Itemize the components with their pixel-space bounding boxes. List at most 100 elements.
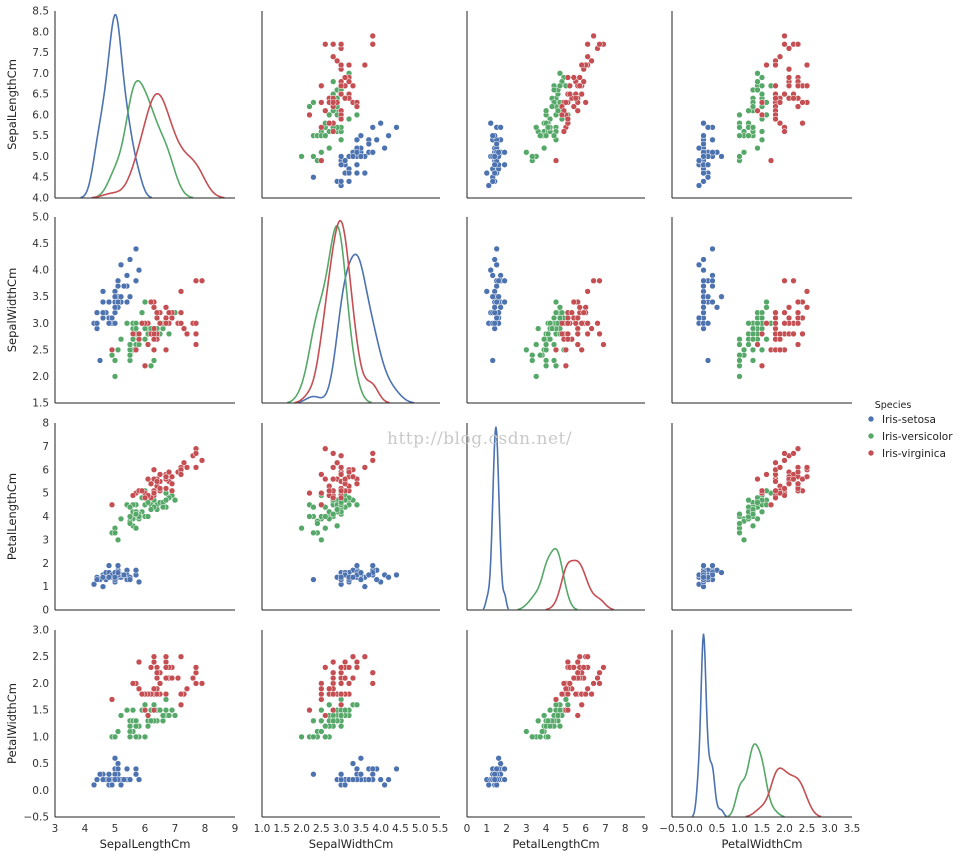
- point-iris-virginica-49: [337, 115, 345, 123]
- point-iris-setosa-14: [135, 578, 143, 586]
- point-iris-versicolor-49: [330, 511, 337, 518]
- point-iris-virginica-44: [576, 304, 583, 311]
- point-iris-virginica-32: [574, 669, 581, 676]
- ytick-label-PetalLengthCm-2: 2: [42, 558, 49, 570]
- point-iris-virginica-32: [153, 669, 161, 676]
- point-iris-setosa-31: [493, 765, 500, 773]
- point-iris-setosa-44: [501, 765, 508, 773]
- point-iris-setosa-24: [501, 298, 508, 306]
- point-iris-versicolor-31: [126, 520, 134, 527]
- point-iris-setosa-45: [105, 771, 113, 778]
- point-iris-setosa-48: [700, 140, 707, 148]
- point-iris-virginica-22: [330, 680, 337, 687]
- point-iris-versicolor-28: [758, 325, 766, 332]
- point-iris-virginica-9: [803, 464, 811, 471]
- point-iris-versicolor-9: [117, 515, 125, 522]
- point-iris-versicolor-40: [126, 341, 134, 348]
- ytick-label-SepalWidthCm-5: 4.0: [32, 265, 49, 277]
- point-iris-versicolor-18: [306, 103, 313, 110]
- point-iris-virginica-33: [330, 99, 337, 106]
- point-iris-virginica-43: [580, 309, 587, 316]
- point-iris-setosa-31: [123, 298, 131, 306]
- point-iris-setosa-42: [345, 178, 353, 185]
- point-iris-virginica-2: [785, 66, 793, 73]
- point-iris-setosa-22: [361, 169, 368, 177]
- point-iris-versicolor-42: [322, 513, 329, 520]
- point-iris-setosa-16: [373, 136, 380, 143]
- point-iris-versicolor-48: [318, 536, 325, 544]
- point-iris-versicolor-42: [322, 723, 329, 730]
- point-iris-setosa-45: [337, 574, 345, 581]
- point-iris-virginica-5: [594, 674, 601, 682]
- xtick-label-PetalLengthCm-0: 0: [464, 823, 471, 835]
- point-iris-virginica-44: [803, 304, 811, 311]
- point-iris-virginica-42: [326, 120, 333, 127]
- point-iris-virginica-14: [135, 330, 143, 338]
- ytick-label-PetalWidthCm-6: 2.5: [32, 651, 49, 663]
- legend-marker-setosa: [867, 415, 875, 423]
- point-iris-setosa-37: [108, 314, 116, 322]
- point-iris-setosa-31: [123, 765, 131, 773]
- point-iris-virginica-43: [165, 468, 173, 476]
- point-iris-setosa-15: [709, 245, 716, 253]
- point-iris-virginica-34: [754, 341, 761, 348]
- point-iris-virginica-44: [803, 473, 811, 480]
- point-iris-versicolor-25: [159, 504, 167, 511]
- point-iris-versicolor-12: [736, 362, 743, 369]
- xaxis-label-SepalWidthCm: SepalWidthCm: [309, 837, 394, 851]
- point-iris-virginica-18: [322, 664, 329, 671]
- point-iris-virginica-5: [189, 674, 197, 682]
- point-iris-virginica-45: [566, 82, 573, 89]
- point-iris-setosa-39: [700, 298, 707, 306]
- point-iris-setosa-23: [713, 304, 721, 311]
- point-iris-versicolor-36: [162, 496, 170, 504]
- point-iris-virginica-39: [168, 674, 176, 682]
- point-iris-setosa-36: [357, 132, 365, 139]
- point-iris-versicolor-45: [546, 320, 554, 327]
- point-iris-setosa-44: [709, 277, 716, 284]
- point-iris-setosa-49: [700, 574, 707, 581]
- point-iris-virginica-47: [781, 320, 788, 327]
- point-iris-virginica-46: [318, 489, 325, 497]
- point-iris-virginica-48: [794, 298, 802, 306]
- point-iris-virginica-0: [582, 99, 589, 106]
- point-iris-virginica-17: [790, 450, 797, 457]
- point-iris-setosa-25: [111, 320, 119, 327]
- point-iris-virginica-45: [337, 82, 345, 89]
- ytick-label-PetalLengthCm-6: 6: [42, 464, 49, 476]
- xtick-label-PetalLengthCm-9: 9: [642, 823, 649, 835]
- point-iris-setosa-48: [120, 571, 128, 579]
- point-iris-virginica-35: [192, 664, 200, 671]
- point-iris-versicolor-33: [763, 336, 770, 343]
- xtick-label-SepalWidthCm-8: 5.0: [412, 823, 429, 835]
- panel-PetalLengthCm-vs-SepalWidthCm: [261, 423, 440, 611]
- point-iris-versicolor-11: [758, 508, 766, 515]
- point-iris-versicolor-35: [353, 501, 361, 508]
- point-iris-versicolor-9: [117, 336, 125, 343]
- point-iris-virginica-16: [572, 320, 579, 327]
- point-iris-setosa-44: [501, 277, 508, 284]
- point-iris-setosa-22: [99, 288, 107, 295]
- point-iris-setosa-32: [695, 261, 703, 268]
- point-iris-virginica-19: [758, 111, 766, 119]
- point-iris-virginica-21: [330, 128, 337, 135]
- point-iris-versicolor-48: [740, 149, 748, 156]
- point-iris-versicolor-44: [546, 336, 554, 343]
- ytick-label-SepalLengthCm-7: 7.5: [32, 47, 49, 59]
- point-iris-setosa-49: [349, 776, 357, 783]
- yaxis-label-PetalLengthCm: PetalLengthCm: [5, 473, 19, 560]
- point-iris-virginica-5: [785, 45, 793, 52]
- point-iris-versicolor-26: [165, 330, 173, 338]
- point-iris-virginica-37: [153, 690, 161, 698]
- point-iris-versicolor-35: [353, 111, 361, 119]
- point-iris-virginica-47: [566, 90, 573, 98]
- point-iris-setosa-49: [349, 153, 357, 160]
- point-iris-versicolor-39: [542, 132, 550, 139]
- ytick-label-SepalLengthCm-1: 4.5: [32, 172, 49, 184]
- point-iris-setosa-41: [310, 576, 317, 583]
- point-iris-versicolor-40: [322, 132, 329, 139]
- point-iris-versicolor-23: [144, 723, 152, 730]
- point-iris-setosa-47: [99, 309, 107, 316]
- point-iris-versicolor-20: [138, 309, 146, 316]
